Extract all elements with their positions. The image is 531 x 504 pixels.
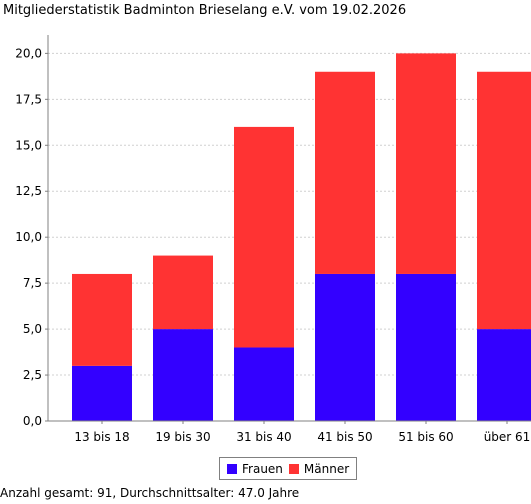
y-tick-label: 0,0 [23,414,42,428]
bar-frauen [153,329,213,421]
y-tick-label: 15,0 [15,138,42,152]
y-tick-label: 7,5 [23,276,42,290]
bar-maenner [315,71,375,274]
x-tick-label: 51 bis 60 [398,430,453,444]
bar-maenner [153,255,213,330]
y-tick-label: 10,0 [15,230,42,244]
y-tick-label: 2,5 [23,368,42,382]
legend-item-maenner: Männer [288,461,350,476]
chart-title: Mitgliederstatistik Badminton Brieselang… [3,3,407,18]
bar-frauen [234,347,294,421]
x-tick-labels: 13 bis 18 19 bis 30 31 bis 40 41 bis 50 51 b… [74,421,530,444]
legend-label-frauen: Frauen [242,461,283,476]
x-tick-label: 31 bis 40 [236,430,291,444]
legend-item-frauen: Frauen [227,462,283,476]
bar-maenner [234,126,294,348]
bar-frauen [315,273,375,421]
legend: Frauen Männer [219,457,358,480]
bar-maenner [396,53,456,274]
bar-maenner [72,273,132,366]
bar-frauen [396,273,456,421]
y-tick-label: 12,5 [15,184,42,198]
x-tick-label: 13 bis 18 [74,430,129,444]
legend-swatch-maenner [288,463,299,474]
x-tick-label: über 61 [484,430,531,444]
bars [72,53,531,421]
chart-plot: 0,0 2,5 5,0 7,5 10,0 12,5 15,0 17,5 20,0 13 bis … [15,35,531,444]
x-tick-label: 41 bis 50 [317,430,372,444]
x-tick-label: 19 bis 30 [155,430,210,444]
bar-frauen [477,329,531,421]
y-tick-label: 20,0 [15,46,42,60]
chart-footer: Anzahl gesamt: 91, Durchschnittsalter: 4… [0,486,300,500]
legend-label-maenner: Männer [303,461,350,476]
y-tick-label: 5,0 [23,322,42,336]
bar-frauen [72,365,132,421]
legend-swatch-frauen [227,463,237,474]
y-tick-labels: 0,0 2,5 5,0 7,5 10,0 12,5 15,0 17,5 20,0 [15,46,48,428]
bar-maenner [477,71,531,330]
y-tick-label: 17,5 [15,92,42,106]
